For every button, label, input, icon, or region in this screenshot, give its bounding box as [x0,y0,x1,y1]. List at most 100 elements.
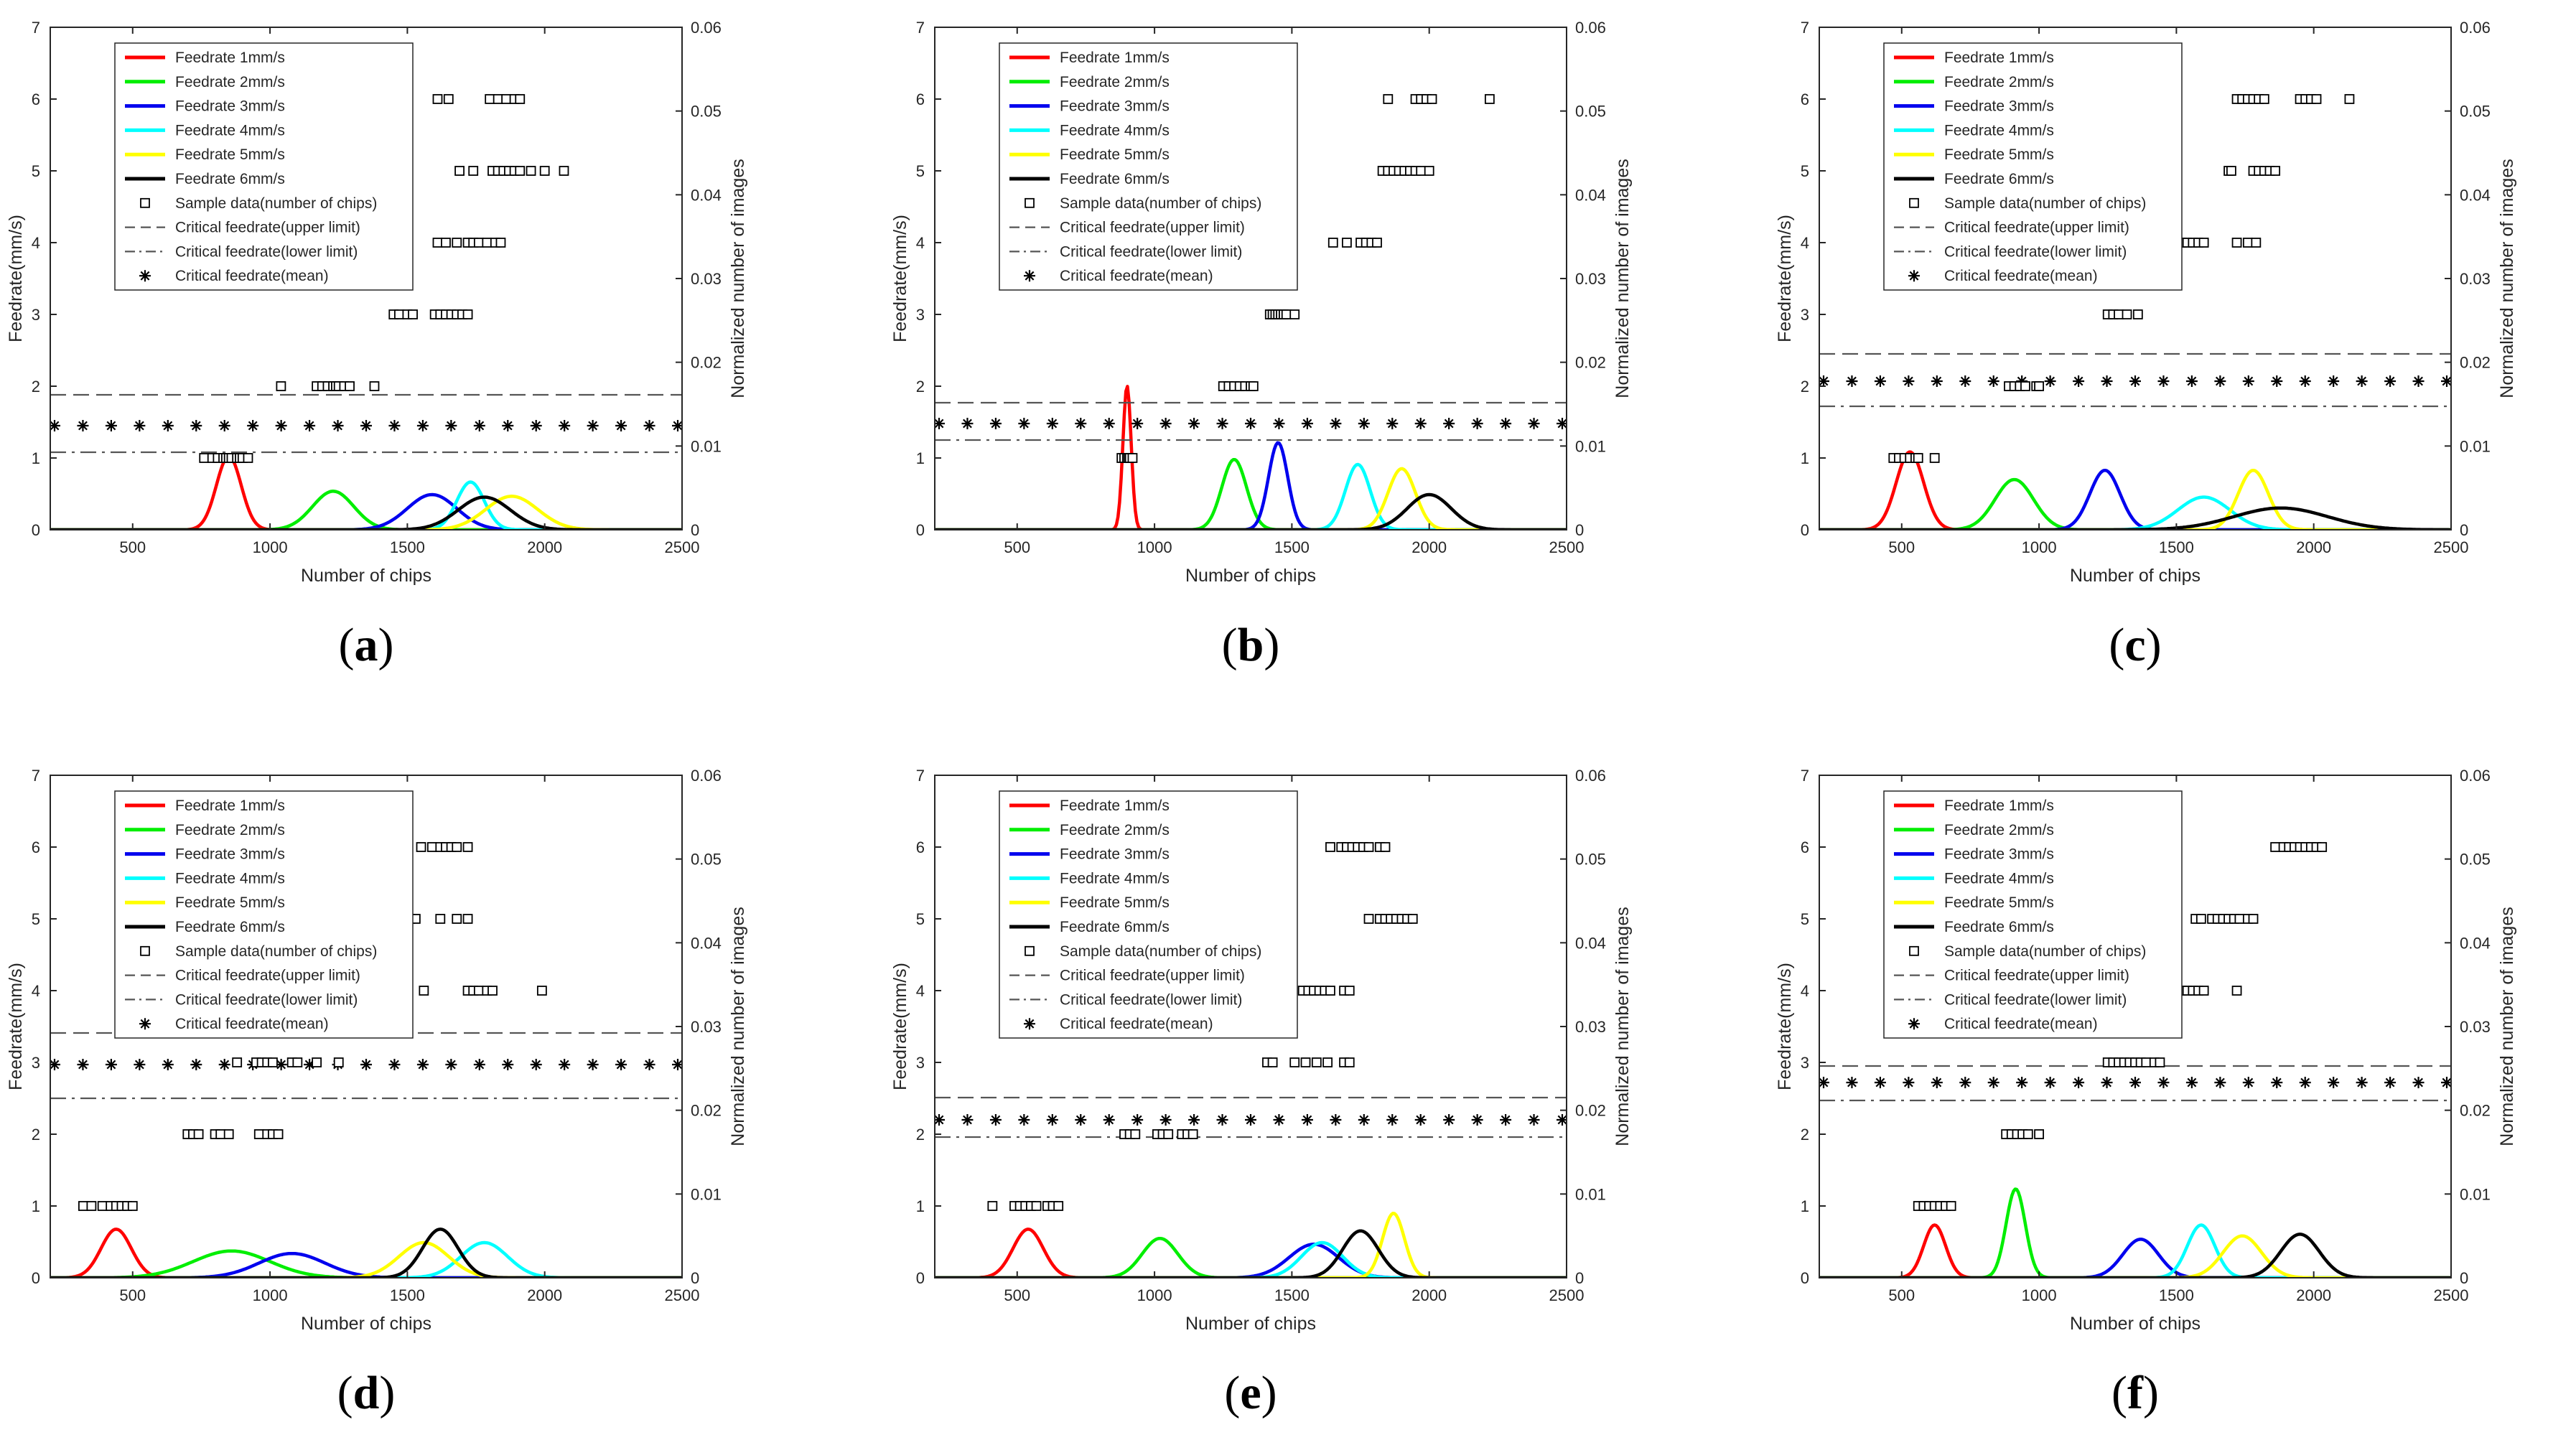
sample-point [268,1057,278,1067]
legend-entry-f6: Feedrate 6mm/s [1894,171,2054,187]
y-right-tick-label: 0.05 [2460,851,2491,869]
sample-point [408,309,418,319]
legend-label: Feedrate 3mm/s [1944,846,2054,863]
distribution-curve-feedrate-2 [935,457,1567,530]
y-left-tick-label: 3 [916,306,925,324]
y-right-axis-label: Normalized number of images [728,907,748,1146]
legend-entry-upper: Critical feedrate(upper limit) [125,968,360,984]
y-left-tick-label: 5 [916,910,925,928]
y-left-tick-label: 6 [916,90,925,108]
legend-entry-f6: Feedrate 6mm/s [1009,171,1170,187]
sample-point [443,94,454,104]
y-right-tick-label: 0.03 [691,1018,722,1036]
critical-mean-star [360,420,372,431]
critical-mean-star [2441,375,2451,387]
legend-label: Feedrate 5mm/s [175,894,285,911]
y-right-tick-label: 0.02 [2460,1102,2491,1120]
critical-mean-star [2157,375,2170,387]
critical-mean-star [2185,1077,2198,1088]
critical-mean-star [2441,1077,2451,1088]
legend-entry-mean: Critical feedrate(mean) [139,268,329,284]
distribution-curve-feedrate-3 [1819,1238,2451,1278]
legend-label: Feedrate 3mm/s [175,846,285,863]
legend-label: Feedrate 2mm/s [175,822,285,838]
y-right-tick-label: 0.06 [691,19,722,37]
y-right-tick-label: 0.02 [691,354,722,372]
distribution-curve-feedrate-5 [50,1240,682,1278]
critical-mean-star [672,1059,682,1070]
legend-entry-f5: Feedrate 5mm/s [1009,894,1170,911]
sample-point [2242,238,2253,248]
x-tick-label: 2000 [527,538,562,556]
critical-mean-star [1358,418,1370,429]
x-tick-label: 2500 [2434,538,2469,556]
critical-mean-star [360,1059,372,1070]
sample-point [1407,914,1418,924]
legend-label: Critical feedrate(mean) [1944,268,2098,284]
y-right-tick-label: 0.06 [1575,767,1606,785]
legend-box [999,790,1298,1039]
critical-mean-star [2185,375,2198,387]
sample-point [2141,1057,2152,1067]
x-tick-label: 1500 [1274,538,1310,556]
critical-mean-star [1018,1114,1030,1126]
distribution-curve-feedrate-1 [935,385,1567,530]
x-axis-label: Number of chips [1185,566,1316,586]
critical-mean-star [2101,1077,2113,1088]
legend-label: Critical feedrate(lower limit) [1060,991,1242,1008]
legend-swatch [1024,270,1035,282]
legend-entry-f5: Feedrate 5mm/s [1894,146,2054,163]
sample-point [333,1057,344,1067]
legend-label: Feedrate 2mm/s [1060,822,1170,838]
critical-mean-star [190,1059,202,1070]
y-right-tick-label: 0 [1575,1269,1584,1287]
legend-entry-f3: Feedrate 3mm/s [1894,846,2054,863]
critical-mean-star [1131,418,1144,429]
sample-point [539,166,550,176]
legend: Feedrate 1mm/s Feedrate 2mm/s Feedrate 3mm… [114,42,414,291]
x-tick-label: 1000 [1137,1286,1172,1304]
y-right-tick-label: 0 [2460,521,2468,539]
legend-entry-f1: Feedrate 1mm/s [1009,50,1170,66]
critical-mean-star [2073,1077,2085,1088]
y-left-tick-label: 1 [916,1197,925,1215]
critical-mean-star [332,420,344,431]
caption-open: ( [1224,1367,1240,1419]
critical-mean-star [218,420,230,431]
sample-point [1372,238,1382,248]
y-right-tick-label: 0.03 [1575,1018,1606,1036]
y-right-tick-label: 0.04 [1575,186,1606,204]
critical-mean-star [2356,1077,2368,1088]
legend-entry-f2: Feedrate 2mm/s [1009,822,1170,838]
x-tick-label: 2000 [527,1286,562,1304]
panel-caption: (c) [2109,619,2161,671]
legend-label: Critical feedrate(lower limit) [1060,243,1242,260]
critical-mean-star [643,420,655,431]
legend-swatch [140,197,150,208]
sample-point [1383,94,1394,104]
critical-mean-star [1414,1114,1427,1126]
y-right-tick-label: 0.04 [1575,934,1606,952]
distribution-curve-feedrate-6 [935,1229,1567,1278]
critical-mean-star [1273,418,1285,429]
critical-mean-star [1414,418,1427,429]
critical-mean-star [1903,375,1915,387]
legend-entry-f3: Feedrate 3mm/s [125,846,285,863]
sample-point [2034,381,2044,391]
legend: Feedrate 1mm/s Feedrate 2mm/s Feedrate 3mm… [1883,42,2183,291]
sample-point [2231,986,2242,996]
y-right-axis-label: Normalized number of images [728,159,748,398]
critical-mean-star [559,420,571,431]
legend-label: Feedrate 4mm/s [1060,122,1170,139]
legend-entry-mean: Critical feedrate(mean) [1024,1016,1213,1032]
legend-entry-f2: Feedrate 2mm/s [1009,74,1170,90]
sample-point [495,238,506,248]
y-right-tick-label: 0.03 [691,270,722,288]
sample-point [987,1201,998,1211]
y-right-tick-label: 0.05 [691,851,722,869]
sample-point [1363,842,1374,852]
legend-entry-lower: Critical feedrate(lower limit) [1009,991,1242,1008]
critical-mean-star [1159,1114,1172,1126]
legend-entry-f1: Feedrate 1mm/s [1894,50,2054,66]
y-left-tick-label: 0 [1801,1269,1809,1287]
